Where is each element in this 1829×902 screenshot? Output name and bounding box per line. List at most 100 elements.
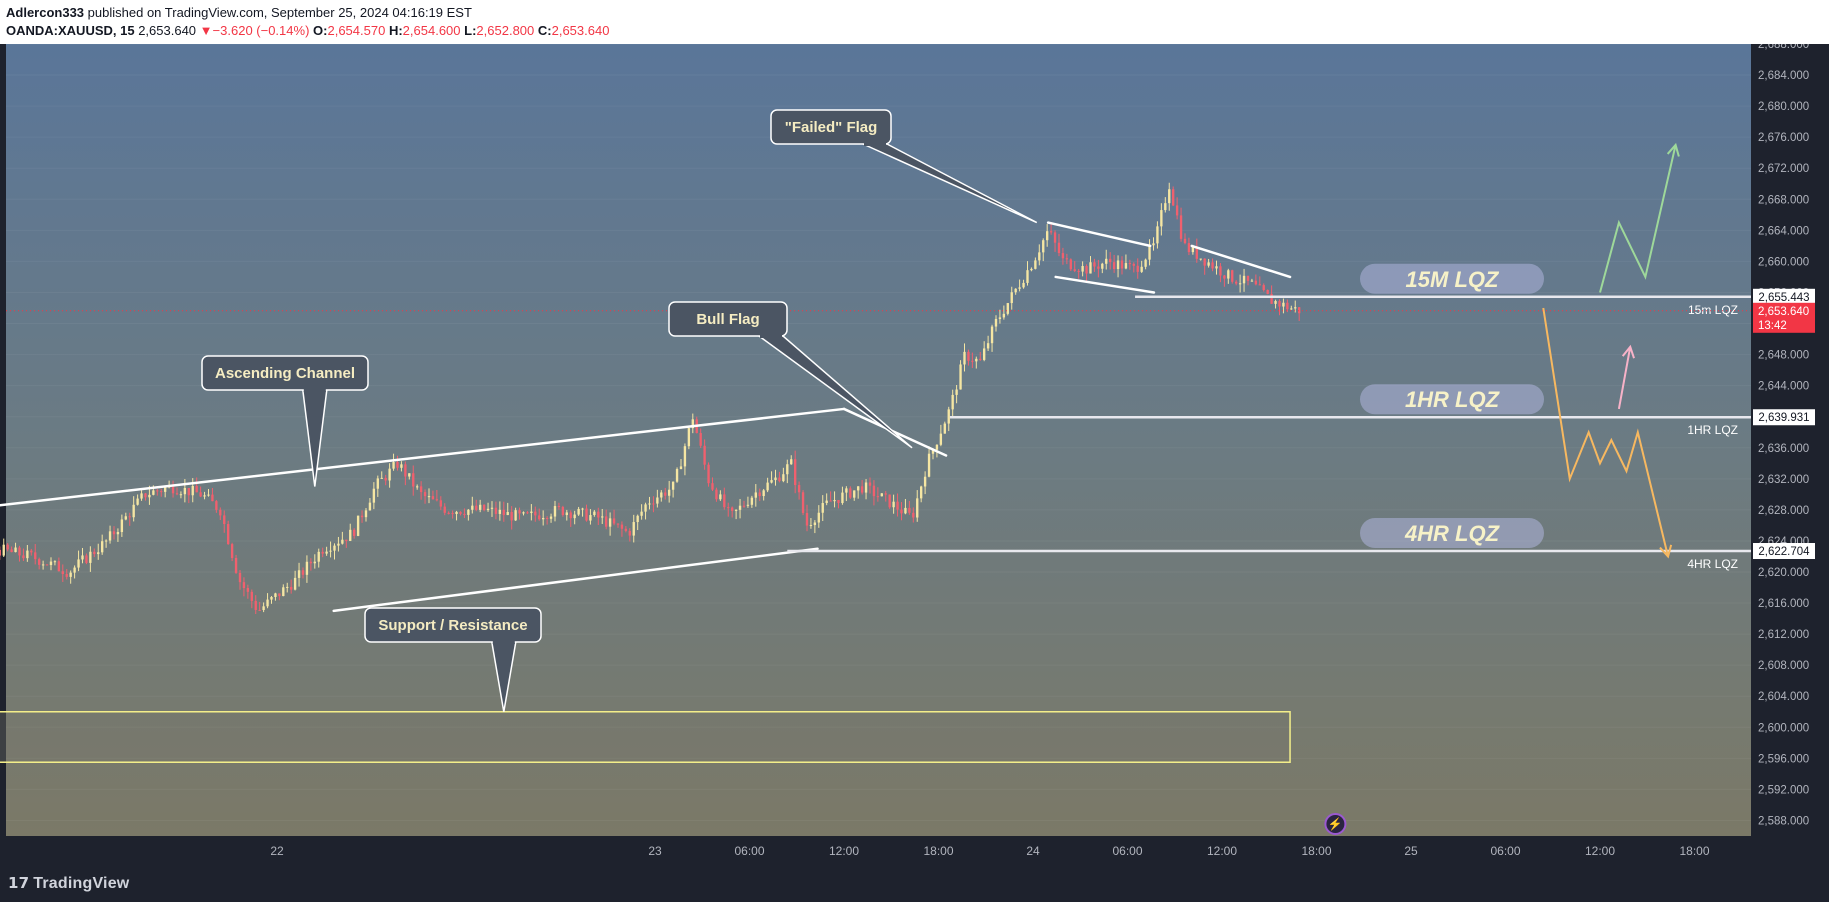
candle-up [553,506,557,517]
candle-down [1053,232,1057,243]
candle-down [1073,269,1076,271]
lightning-icon[interactable]: ⚡ [1324,813,1347,835]
y-tick-label: 2,612.000 [1758,629,1809,641]
candle-up [124,516,127,520]
channel-upper-line[interactable] [0,407,846,525]
candle-down [199,492,202,497]
candle-up [931,449,935,454]
candle-up [53,561,57,563]
brand-text: TradingView [33,875,130,892]
candle-up [514,510,517,521]
candle-up [581,508,584,510]
callout[interactable]: Bull Flag [668,301,913,449]
y-tick-label: 2,668.000 [1758,194,1809,206]
callout-box[interactable] [201,355,369,391]
candle-down [85,555,88,563]
bullish-arrow[interactable] [1599,144,1677,293]
candle-down [352,529,356,536]
candle-down [57,561,61,572]
callout-box[interactable] [364,607,542,643]
candle-up [734,509,738,511]
candle-down [707,464,710,484]
candle-up [825,500,828,504]
candle-down [431,496,435,500]
candle-up [1002,313,1006,318]
candle-down [624,528,628,531]
candle-up [1014,288,1017,293]
candle-up [89,551,92,563]
candle-down [10,549,13,553]
candle-down [979,358,982,360]
failed-flag-upper-line[interactable] [1046,221,1152,248]
candle-up [691,419,694,429]
candle-up [73,567,76,573]
candle-down [423,492,427,497]
candle-up [266,599,269,607]
candle-up [274,593,277,597]
support-resistance-box[interactable] [0,711,1291,763]
callout[interactable]: "Failed" Flag [770,109,1038,224]
small-bounce-arrow[interactable] [1617,346,1632,410]
countdown-label: 13:42 [1758,320,1787,332]
x-tick-label: 12:00 [1207,844,1237,858]
level-label: 15m LQZ [1688,303,1738,317]
price-chart[interactable]: 15m LQZ 15M LQZ 1HR LQZ 1HR LQZ 4HR LQZ 4HR L… [0,44,1829,864]
candle-down [805,512,809,526]
price-axis[interactable] [1751,44,1829,836]
bearish-arrow[interactable] [1542,307,1670,557]
candle-up [648,503,651,505]
x-tick-label: 18:00 [923,844,953,858]
candle-down [620,524,624,529]
callout-label: Support / Resistance [378,617,527,634]
candle-up [522,512,525,514]
candle-up [132,504,135,518]
bullish-arrow-head [1666,142,1680,157]
failed-flag-lower-line[interactable] [1054,275,1156,294]
candle-up [1030,268,1033,271]
candle-up [943,423,946,434]
candle-down [1203,258,1206,266]
y-tick-label: 2,608.000 [1758,660,1809,672]
callout-box[interactable] [668,301,788,337]
candle-up [333,545,336,551]
callout[interactable]: Ascending Channel [201,355,369,487]
symbol-label[interactable]: OANDA:XAUUSD, 15 [6,23,135,38]
plot-area[interactable] [6,44,1751,836]
candle-down [451,513,454,515]
callout-label: Bull Flag [696,311,759,328]
candle-up [636,515,639,523]
tradingview-brand[interactable]: 𝟭𝟳 TradingView [8,874,129,893]
candle-up [1160,210,1163,227]
candle-down [65,574,68,577]
candle-down [447,512,450,514]
candle-down [246,588,250,592]
candle-down [1183,238,1187,244]
candle-up [864,482,868,493]
candle-down [254,600,257,610]
candle-up [667,489,671,496]
candle-up [990,326,994,344]
author-name[interactable]: Adlercon333 [6,5,85,20]
candle-down [211,494,214,502]
candle-up [415,486,419,488]
candle-up [632,522,635,536]
candle-up [498,509,502,514]
candle-down [1057,242,1061,254]
candle-down [518,510,521,514]
candle-up [136,498,139,505]
candle-down [534,511,537,516]
candle-down [912,512,915,518]
candle-down [494,507,498,514]
candle-up [738,505,742,510]
channel-lower-line[interactable] [332,547,819,613]
candle-up [282,587,285,597]
failed-flag-second-line[interactable] [1190,244,1292,279]
callout[interactable]: Support / Resistance [364,607,542,712]
candle-down [742,505,746,507]
candle-down [219,509,222,516]
callout-box[interactable] [770,109,892,145]
candle-down [321,551,324,554]
candle-up [116,532,120,535]
candle-up [939,433,943,445]
candle-down [1093,262,1096,267]
